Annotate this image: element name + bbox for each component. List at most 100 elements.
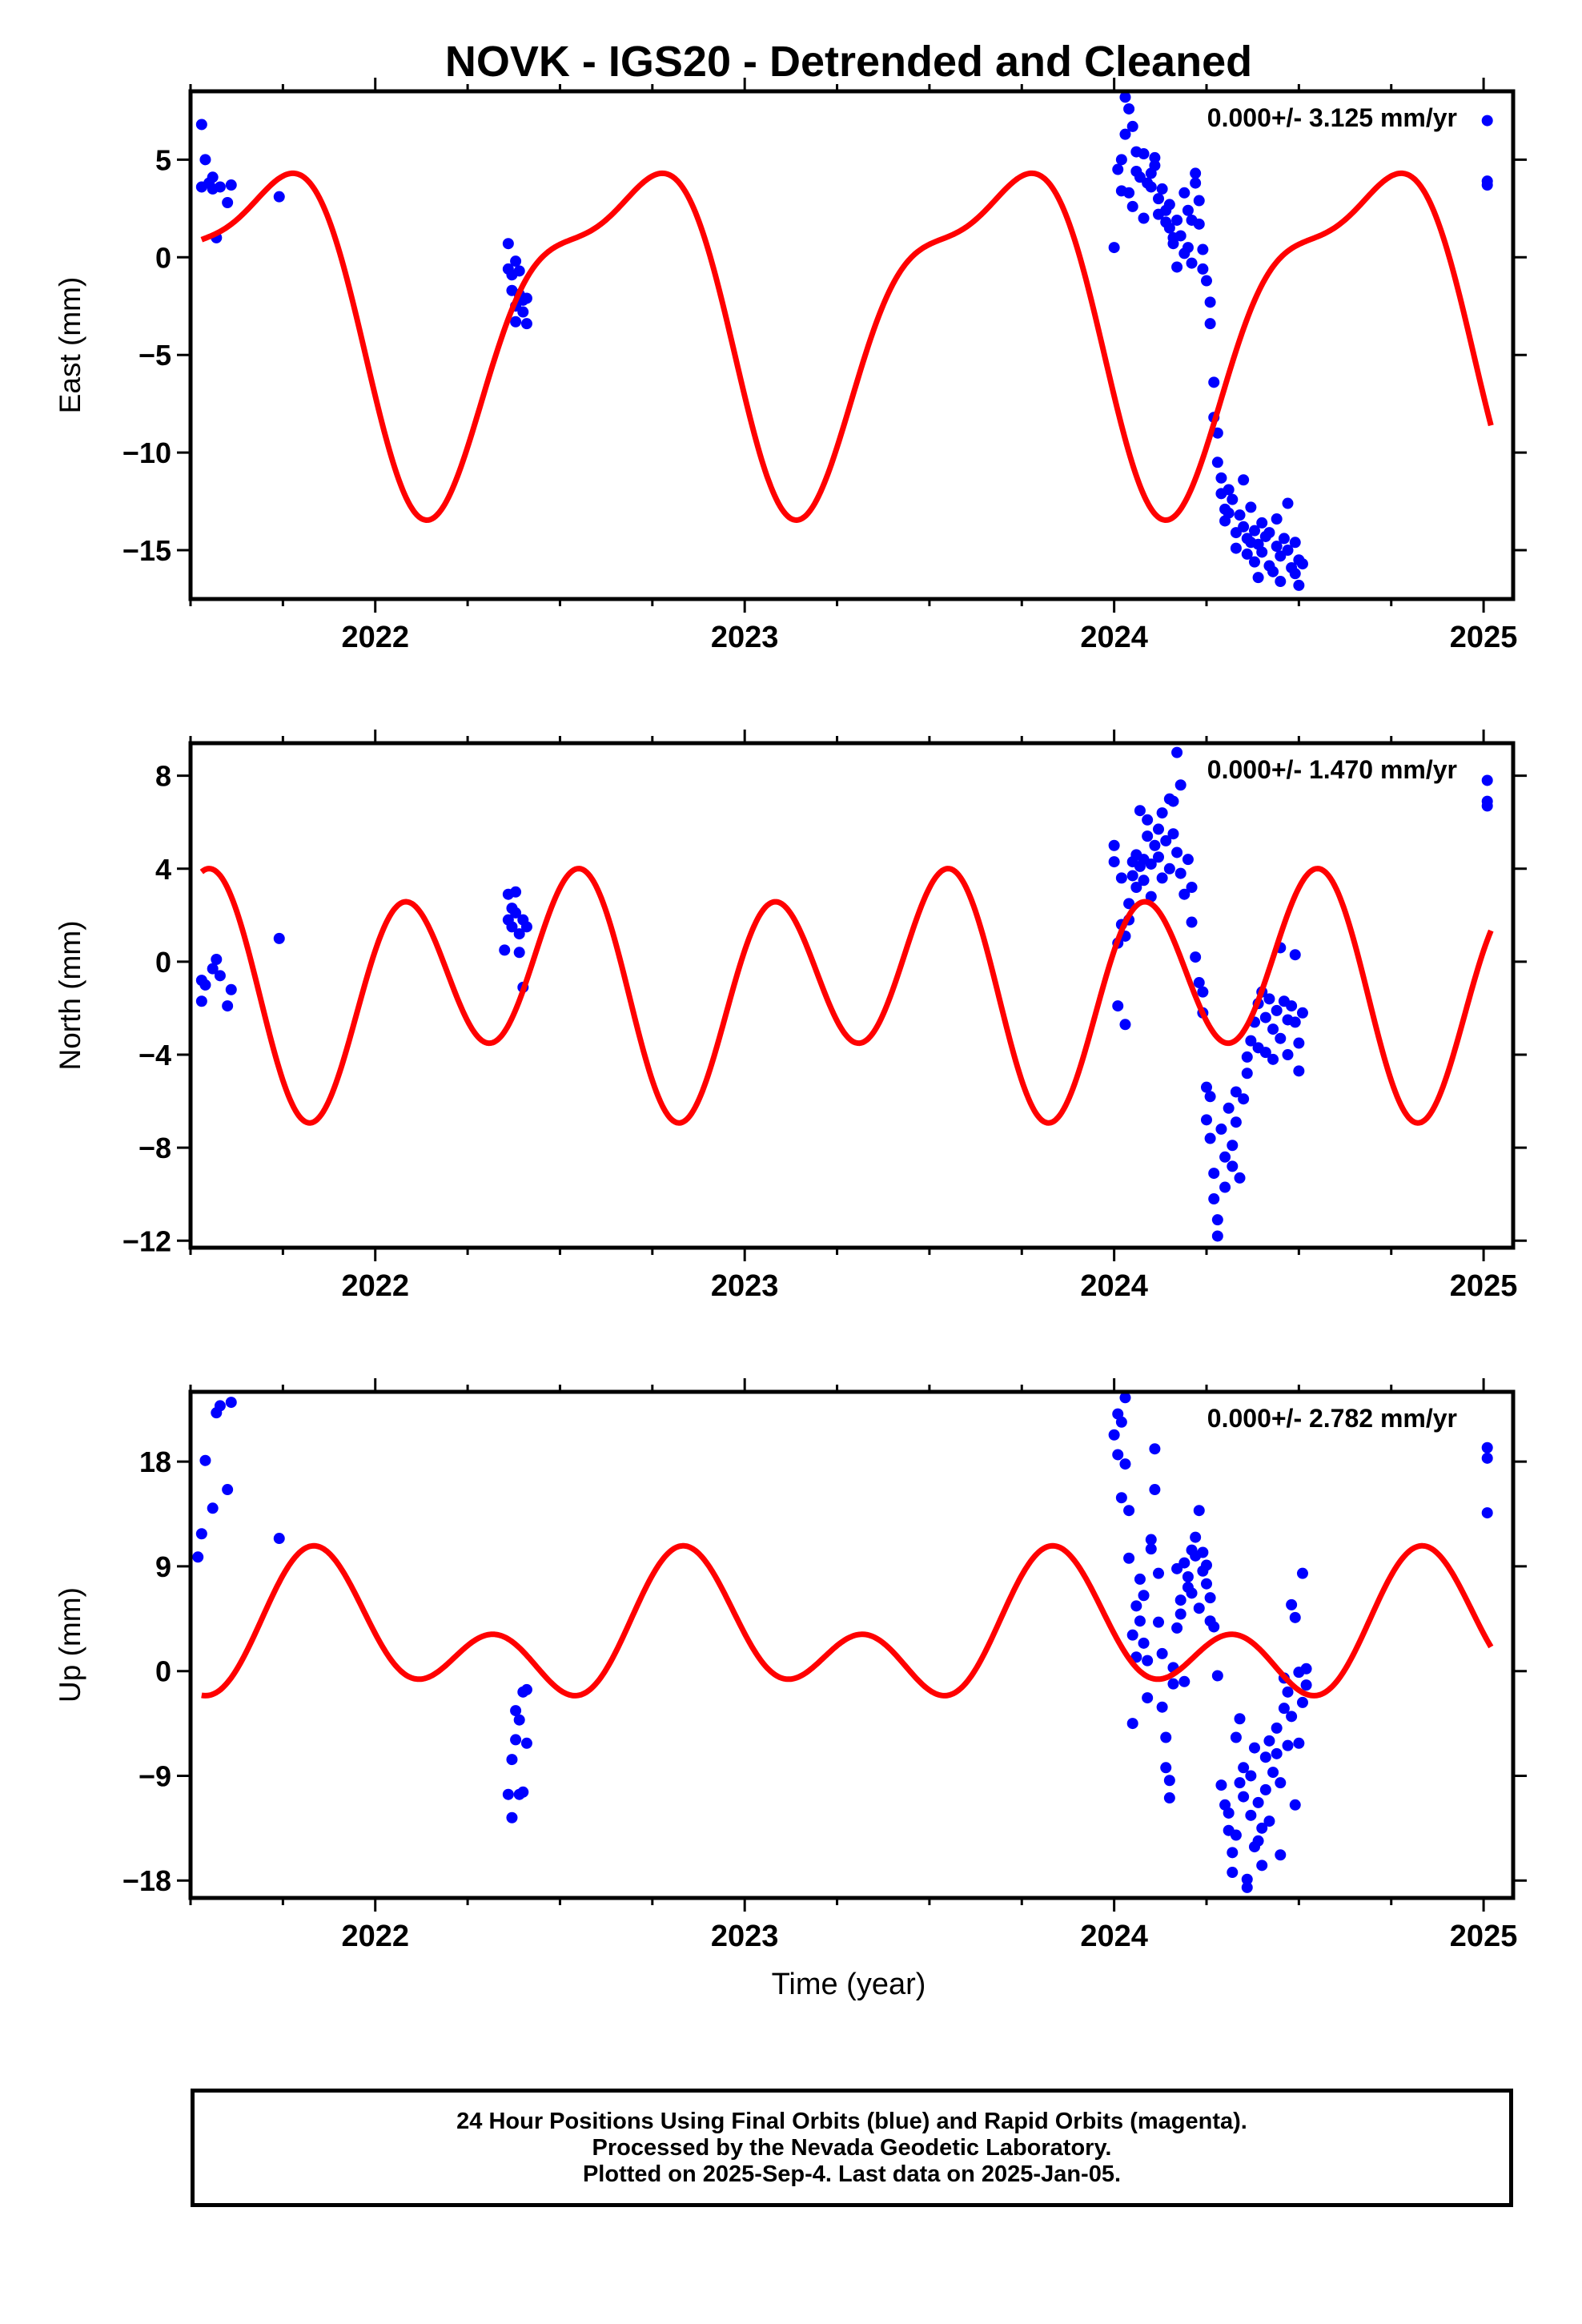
data-point — [510, 316, 522, 328]
data-point — [1130, 1600, 1142, 1612]
data-point — [1178, 888, 1191, 900]
data-point — [1208, 1193, 1220, 1205]
data-point — [1138, 148, 1150, 160]
data-point — [207, 963, 219, 975]
data-point — [1227, 493, 1239, 505]
data-point — [520, 292, 532, 304]
x-tick-label: 2022 — [341, 621, 409, 654]
data-point — [1286, 1000, 1298, 1012]
data-point — [1190, 951, 1202, 963]
data-point — [1241, 1873, 1253, 1885]
data-point — [1193, 977, 1205, 989]
x-tick-label: 2024 — [1080, 621, 1148, 654]
data-point — [1167, 1678, 1179, 1690]
data-point — [1153, 1567, 1165, 1579]
data-point — [195, 1528, 207, 1540]
x-tick-label: 2024 — [1080, 1269, 1148, 1303]
y-tick-label: 0 — [155, 241, 171, 274]
data-point — [1182, 242, 1194, 254]
data-point — [1271, 1747, 1283, 1759]
data-point — [1145, 858, 1157, 870]
data-point — [1197, 986, 1209, 998]
data-point — [1160, 1762, 1172, 1774]
data-point — [1234, 1172, 1246, 1184]
x-tick-label: 2024 — [1080, 1920, 1148, 1953]
data-point — [1256, 517, 1268, 529]
data-point — [1211, 427, 1223, 439]
data-point — [1193, 195, 1205, 207]
data-point — [1134, 1615, 1146, 1627]
data-point — [1163, 1775, 1175, 1787]
panel-east: 2022 2023 2024 2025 5 0 −5 −10 −15 East (mm) 0.000… — [54, 78, 1527, 654]
rate-annotation: 0.000+/- 1.470 mm/yr — [1207, 755, 1457, 784]
data-point — [1149, 839, 1161, 851]
x-tick-label: 2025 — [1450, 621, 1518, 654]
data-point — [1219, 1151, 1231, 1163]
data-point — [1200, 1578, 1212, 1590]
data-point — [1278, 533, 1290, 545]
y-tick-label: 4 — [155, 853, 171, 886]
data-point — [1282, 497, 1294, 509]
data-point — [1123, 898, 1135, 910]
data-point — [1119, 128, 1131, 140]
data-point — [1138, 875, 1150, 887]
data-point — [1204, 1091, 1216, 1103]
y-tick-label: −9 — [139, 1759, 171, 1792]
data-point — [1182, 1571, 1194, 1583]
y-tick-label: −15 — [122, 534, 171, 567]
data-point — [1230, 1086, 1242, 1098]
data-point — [1282, 1686, 1294, 1698]
data-point — [225, 179, 237, 191]
data-point — [1481, 800, 1493, 812]
data-point — [1263, 527, 1275, 539]
data-point — [510, 1705, 522, 1717]
data-point — [1211, 1214, 1223, 1226]
data-point — [1167, 795, 1179, 807]
data-point — [207, 171, 219, 183]
data-point — [1204, 1132, 1216, 1144]
panel-up: 2022 2023 2024 2025 18 9 0 −9 −18 Up (mm) 0.000+/-… — [54, 1378, 1527, 1953]
data-point — [273, 1533, 285, 1545]
y-tick-label: −12 — [122, 1224, 171, 1257]
data-point — [1275, 576, 1287, 588]
data-point — [1259, 1011, 1271, 1023]
data-point — [1163, 222, 1175, 234]
data-point — [520, 1683, 532, 1695]
data-point — [1149, 1443, 1161, 1455]
data-point — [1248, 556, 1260, 568]
data-point — [1126, 1629, 1138, 1641]
data-point — [1238, 474, 1250, 486]
data-point — [1142, 1655, 1154, 1667]
data-point — [1186, 1587, 1198, 1599]
data-point — [1108, 839, 1120, 851]
data-point — [1289, 1799, 1301, 1811]
data-point — [1174, 230, 1186, 242]
data-point — [1153, 851, 1165, 863]
data-point — [1259, 1047, 1271, 1059]
data-point — [199, 154, 211, 166]
data-point — [1267, 565, 1279, 577]
data-point — [1282, 545, 1294, 557]
data-point — [1134, 1573, 1146, 1585]
data-point — [1234, 509, 1246, 521]
data-point — [207, 1502, 219, 1514]
data-point — [1215, 472, 1227, 484]
data-point — [1119, 91, 1131, 103]
data-point — [1267, 1767, 1279, 1779]
data-point — [1300, 1679, 1312, 1691]
data-point — [520, 1737, 532, 1749]
data-point — [1481, 1452, 1493, 1464]
data-point — [1163, 862, 1175, 875]
data-point — [1204, 318, 1216, 330]
data-point — [1481, 115, 1493, 127]
data-point — [1182, 854, 1194, 866]
data-point — [1215, 1123, 1227, 1135]
data-point — [1230, 1731, 1242, 1743]
data-point — [513, 947, 525, 959]
data-point — [1248, 525, 1260, 537]
data-point — [517, 306, 529, 318]
data-point — [1241, 1051, 1253, 1063]
data-point — [1296, 1567, 1308, 1579]
data-point — [214, 1400, 226, 1412]
data-point — [1248, 1742, 1260, 1754]
